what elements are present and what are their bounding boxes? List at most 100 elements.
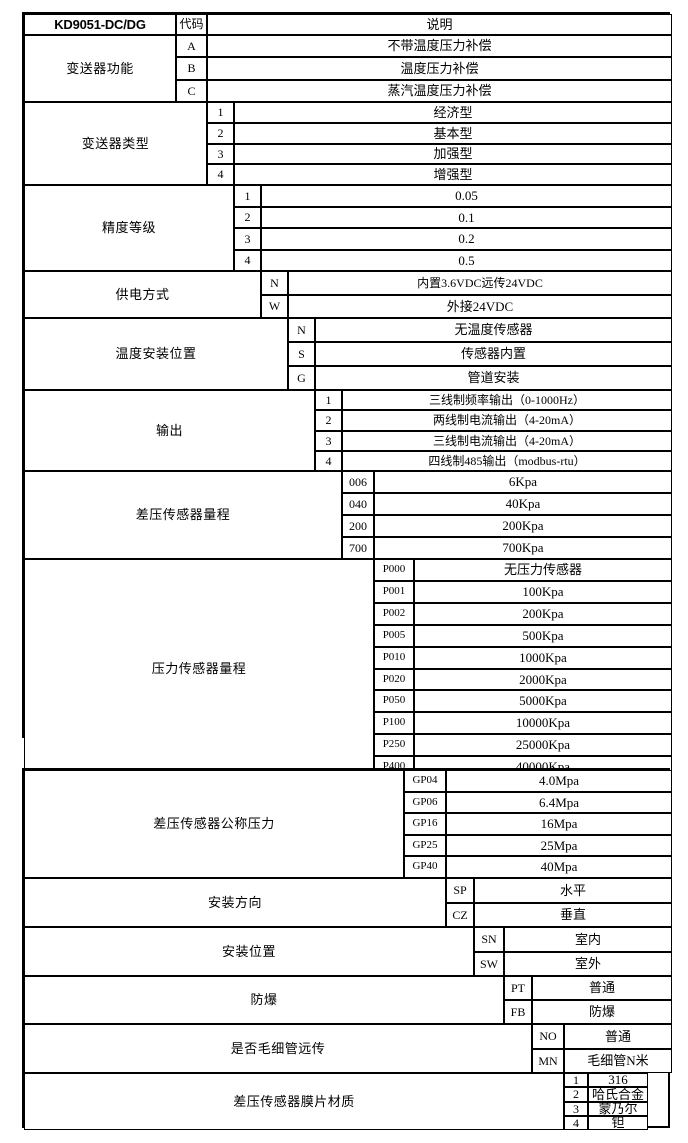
option-code: 1 [207, 102, 234, 123]
option-code: 006 [342, 471, 374, 493]
model-title: KD9051-DC/DG [24, 14, 176, 35]
option-code: 2 [315, 410, 342, 431]
option-description: 700Kpa [374, 537, 672, 559]
option-code: P020 [374, 669, 414, 690]
option-code: 2 [564, 1087, 588, 1102]
option-description: 三线制频率输出（0-1000Hz） [342, 390, 672, 410]
option-description: 2000Kpa [414, 669, 672, 690]
option-code: S [288, 342, 315, 366]
option-description: 水平 [474, 878, 672, 903]
option-code: 4 [234, 250, 261, 271]
option-description: 哈氏合金 [588, 1087, 648, 1102]
option-code: C [176, 80, 207, 102]
option-description: 防爆 [532, 1000, 672, 1024]
option-code: 700 [342, 537, 374, 559]
option-description: 6.4Mpa [446, 792, 672, 813]
option-description: 0.2 [261, 228, 672, 250]
option-code: P250 [374, 734, 414, 756]
option-code: 4 [315, 451, 342, 471]
option-code: B [176, 57, 207, 80]
option-description: 200Kpa [374, 515, 672, 537]
option-code: 1 [315, 390, 342, 410]
option-code: 2 [234, 207, 261, 228]
group-label: 安装方向 [24, 878, 446, 927]
group-label: 精度等级 [24, 185, 234, 271]
option-description: 四线制485输出（modbus-rtu） [342, 451, 672, 471]
option-description: 无温度传感器 [315, 318, 672, 342]
option-code: 1 [564, 1073, 588, 1087]
option-description: 垂直 [474, 903, 672, 927]
option-description: 外接24VDC [288, 295, 672, 318]
option-code: P002 [374, 603, 414, 625]
option-code: P000 [374, 559, 414, 581]
option-code: GP25 [404, 835, 446, 856]
option-description: 5000Kpa [414, 690, 672, 712]
option-description: 500Kpa [414, 625, 672, 647]
group-label: 防爆 [24, 976, 504, 1024]
option-description: 毛细管N米 [564, 1049, 672, 1073]
option-code: 3 [315, 431, 342, 451]
option-code: N [261, 271, 288, 295]
group-label: 差压传感器膜片材质 [24, 1073, 564, 1130]
option-description: 16Mpa [446, 813, 672, 835]
option-code: GP40 [404, 856, 446, 878]
group-label: 变送器类型 [24, 102, 207, 185]
option-code: P001 [374, 581, 414, 603]
option-code: A [176, 35, 207, 57]
option-code: P050 [374, 690, 414, 712]
option-code: MN [532, 1049, 564, 1073]
option-description: 4.0Mpa [446, 770, 672, 792]
option-description: 100Kpa [414, 581, 672, 603]
option-description: 经济型 [234, 102, 672, 123]
group-label: 压力传感器量程 [24, 559, 374, 778]
option-code: 3 [234, 228, 261, 250]
group-label: 安装位置 [24, 927, 474, 976]
option-description: 10000Kpa [414, 712, 672, 734]
option-description: 0.05 [261, 185, 672, 207]
option-description: 0.5 [261, 250, 672, 271]
option-code: G [288, 366, 315, 390]
option-code: 1 [234, 185, 261, 207]
option-description: 200Kpa [414, 603, 672, 625]
option-code: NO [532, 1024, 564, 1049]
option-description: 管道安装 [315, 366, 672, 390]
model-selection-table-main: KD9051-DC/DG 代码 说明 变送器功能 A 不带温度压力补偿 B 温度压力补偿 C 蒸汽… [22, 12, 672, 778]
option-code: SN [474, 927, 504, 952]
option-code: PT [504, 976, 532, 1000]
option-description: 普通 [564, 1024, 672, 1049]
option-description: 室内 [504, 927, 672, 952]
group-label: 输出 [24, 390, 315, 471]
option-code: P100 [374, 712, 414, 734]
option-description: 316 [588, 1073, 648, 1087]
option-description: 蒸汽温度压力补偿 [207, 80, 672, 102]
option-code: 3 [207, 144, 234, 164]
option-description: 传感器内置 [315, 342, 672, 366]
group-label: 差压传感器公称压力 [24, 770, 404, 878]
option-code: SP [446, 878, 474, 903]
option-description: 6Kpa [374, 471, 672, 493]
option-code: 4 [207, 164, 234, 185]
option-code: 4 [564, 1116, 588, 1130]
option-description: 内置3.6VDC远传24VDC [288, 271, 672, 295]
group-label: 温度安装位置 [24, 318, 288, 390]
group-label: 是否毛细管远传 [24, 1024, 532, 1073]
option-description: 25Mpa [446, 835, 672, 856]
option-code: CZ [446, 903, 474, 927]
option-description: 钽 [588, 1116, 648, 1130]
option-description: 1000Kpa [414, 647, 672, 669]
option-description: 三线制电流输出（4-20mA） [342, 431, 672, 451]
option-description: 加强型 [234, 144, 672, 164]
option-description: 普通 [532, 976, 672, 1000]
option-code: 200 [342, 515, 374, 537]
option-description: 40Mpa [446, 856, 672, 878]
option-code: 3 [564, 1102, 588, 1116]
option-code: 040 [342, 493, 374, 515]
option-code: GP04 [404, 770, 446, 792]
option-description: 室外 [504, 952, 672, 976]
group-label: 差压传感器量程 [24, 471, 342, 559]
option-code: GP06 [404, 792, 446, 813]
option-description: 0.1 [261, 207, 672, 228]
option-code: SW [474, 952, 504, 976]
group-label: 供电方式 [24, 271, 261, 318]
option-description: 两线制电流输出（4-20mA） [342, 410, 672, 431]
